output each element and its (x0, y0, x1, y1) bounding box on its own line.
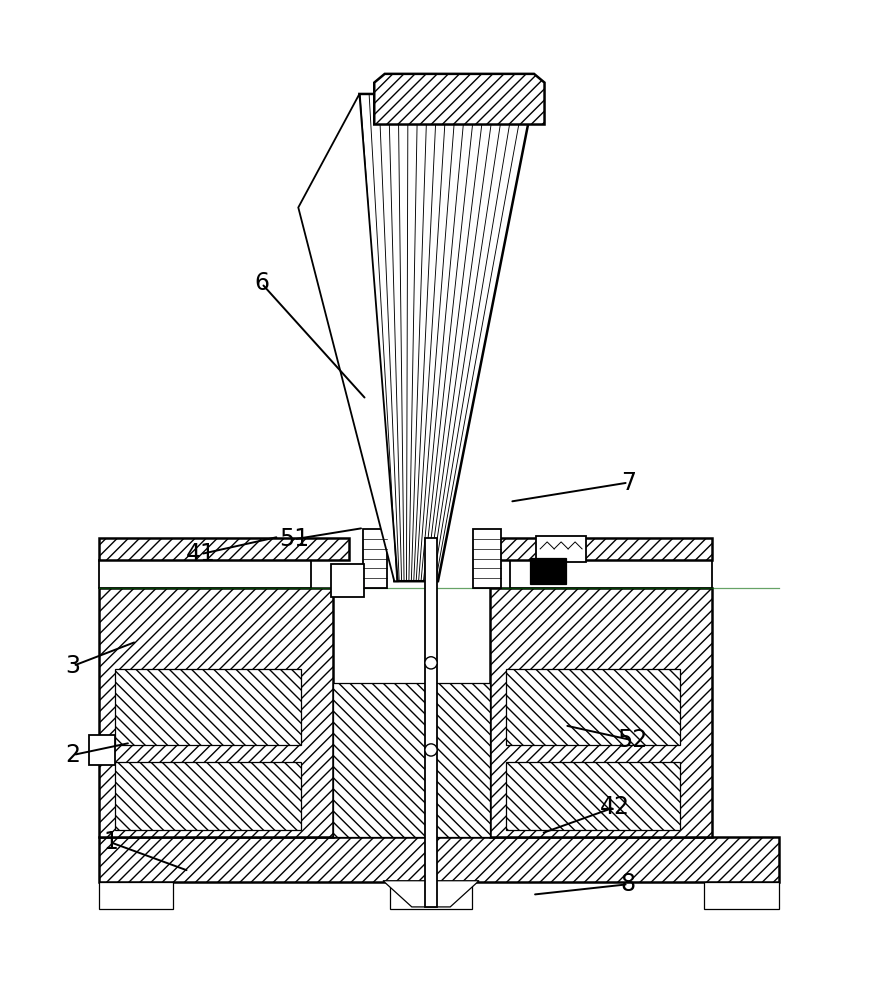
Bar (425, 538, 437, 907)
Bar (506, 762, 680, 830)
Bar (99, 560, 311, 588)
Text: 1: 1 (103, 830, 118, 854)
Polygon shape (383, 881, 479, 907)
Bar (330, 564, 364, 597)
Bar (99, 538, 349, 560)
Text: 3: 3 (66, 654, 81, 678)
Bar (530, 558, 567, 584)
Bar (99, 837, 779, 882)
Text: 41: 41 (186, 542, 215, 566)
Text: 7: 7 (621, 471, 636, 495)
Text: 42: 42 (599, 795, 629, 819)
Circle shape (425, 657, 437, 669)
Bar (704, 882, 779, 909)
Bar (363, 529, 387, 588)
Polygon shape (374, 74, 545, 125)
Circle shape (425, 744, 437, 756)
Text: 8: 8 (621, 872, 636, 896)
Bar (390, 882, 472, 909)
Bar (475, 538, 712, 560)
Bar (473, 529, 501, 588)
Polygon shape (359, 94, 534, 581)
Bar (536, 536, 586, 562)
Bar (491, 588, 712, 837)
Bar (506, 669, 680, 745)
Polygon shape (299, 94, 398, 581)
Bar (99, 588, 333, 837)
Text: 2: 2 (66, 743, 81, 767)
Bar (115, 669, 300, 745)
Bar (510, 560, 712, 588)
Bar (88, 735, 115, 765)
Text: 51: 51 (279, 527, 309, 551)
Bar (99, 882, 173, 909)
Bar (333, 683, 491, 837)
Text: 6: 6 (254, 271, 269, 295)
Text: 52: 52 (617, 728, 647, 752)
Bar (115, 762, 300, 830)
